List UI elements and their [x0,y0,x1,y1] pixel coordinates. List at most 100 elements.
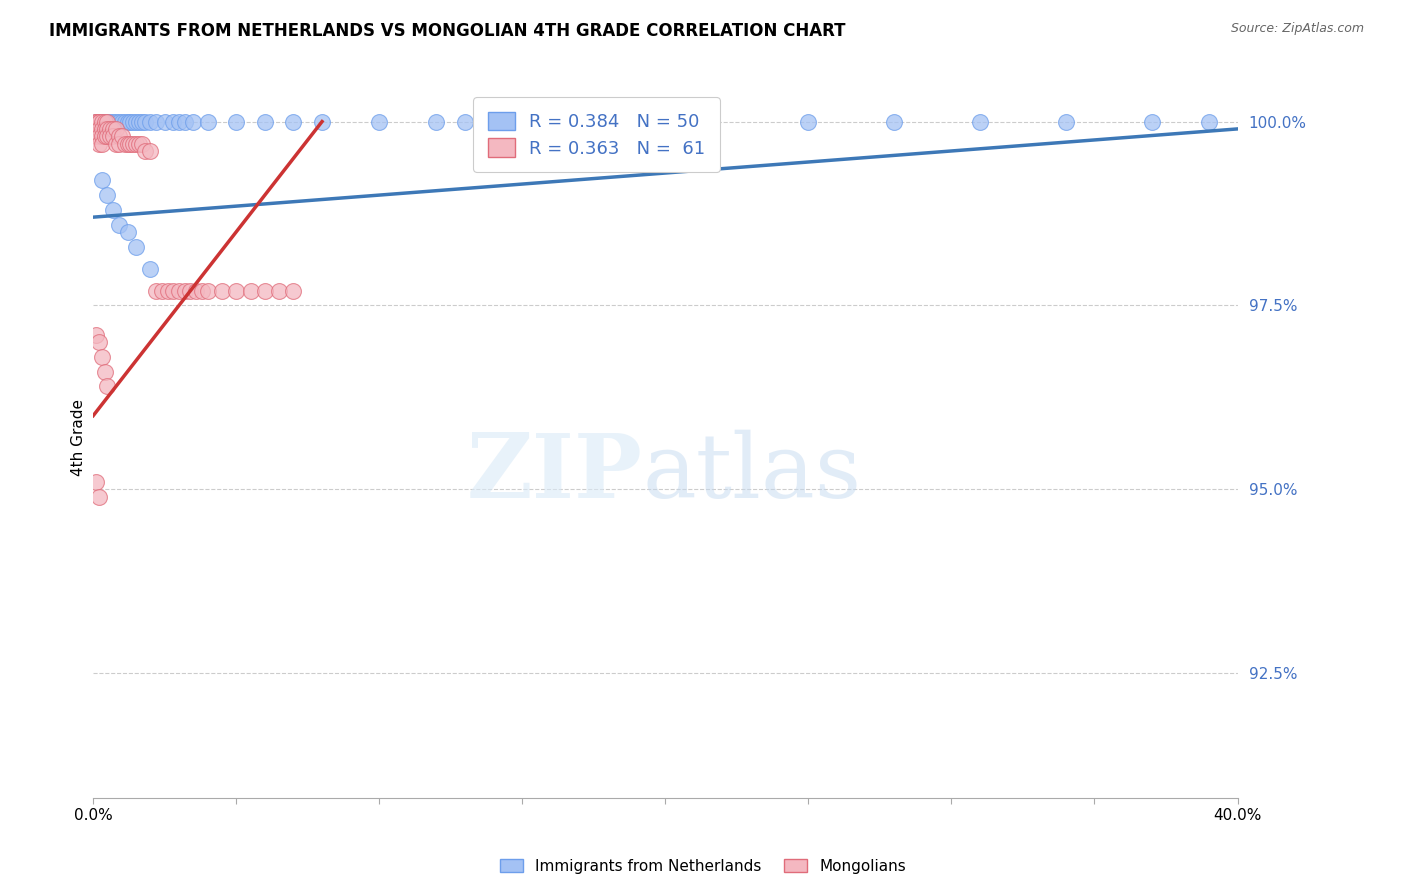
Point [90,114,112,128]
Point [122,136,145,151]
Point [93,129,115,144]
Text: IMMIGRANTS FROM NETHERLANDS VS MONGOLIAN 4TH GRADE CORRELATION CHART: IMMIGRANTS FROM NETHERLANDS VS MONGOLIAN… [49,22,846,40]
Point [114,114,136,128]
Point [128,136,150,151]
Point [111,129,134,144]
Point [84,114,107,128]
Point [153,114,176,128]
Point [114,136,136,151]
Point [87,122,110,136]
Point [87,129,110,144]
Text: ZIP: ZIP [467,430,643,517]
Text: Source: ZipAtlas.com: Source: ZipAtlas.com [1230,22,1364,36]
Point [125,239,148,253]
Point [425,114,447,128]
Point [139,114,162,128]
Point [283,114,305,128]
Point [84,114,107,128]
Point [253,284,276,298]
Point [105,114,128,128]
Point [93,122,115,136]
Point [108,129,131,144]
Point [87,490,110,504]
Point [117,136,139,151]
Point [84,122,107,136]
Point [173,114,195,128]
Point [883,114,905,128]
Point [90,114,112,128]
Point [103,129,125,144]
Point [120,136,142,151]
Point [139,144,162,158]
Point [311,114,333,128]
Point [197,284,219,298]
Point [84,475,107,489]
Point [568,114,591,128]
Point [1140,114,1163,128]
Point [131,114,153,128]
Point [108,218,131,232]
Point [87,114,110,128]
Point [96,379,118,393]
Point [84,114,107,128]
Point [96,188,118,202]
Point [103,122,125,136]
Point [90,122,112,136]
Point [167,284,190,298]
Point [120,114,142,128]
Point [84,114,107,128]
Point [225,284,247,298]
Point [93,114,115,128]
Point [156,284,179,298]
Point [162,114,184,128]
Point [125,114,148,128]
Point [90,129,112,144]
Point [103,202,125,217]
Point [181,114,204,128]
Point [211,284,233,298]
Point [87,114,110,128]
Point [103,114,125,128]
Point [96,114,118,128]
Point [239,284,262,298]
Point [117,114,139,128]
Point [191,284,214,298]
Point [90,350,112,364]
Point [128,114,150,128]
Point [108,114,131,128]
Point [173,284,195,298]
Point [454,114,477,128]
Point [225,114,247,128]
Text: atlas: atlas [643,430,862,517]
Point [96,122,118,136]
Point [139,261,162,276]
Point [93,114,115,128]
Point [98,129,121,144]
Point [117,225,139,239]
Point [108,136,131,151]
Legend: R = 0.384   N = 50, R = 0.363   N =  61: R = 0.384 N = 50, R = 0.363 N = 61 [474,97,720,172]
Point [87,114,110,128]
Point [98,114,121,128]
Point [283,284,305,298]
Point [626,114,648,128]
Point [269,284,291,298]
Point [197,114,219,128]
Point [93,365,115,379]
Point [145,284,167,298]
Point [797,114,820,128]
Point [87,335,110,350]
Point [90,173,112,187]
Point [134,144,156,158]
Point [84,129,107,144]
Point [125,136,148,151]
Point [105,136,128,151]
Legend: Immigrants from Netherlands, Mongolians: Immigrants from Netherlands, Mongolians [494,853,912,880]
Point [98,122,121,136]
Point [683,114,706,128]
Point [167,114,190,128]
Point [1054,114,1077,128]
Point [150,284,173,298]
Point [969,114,991,128]
Point [162,284,184,298]
